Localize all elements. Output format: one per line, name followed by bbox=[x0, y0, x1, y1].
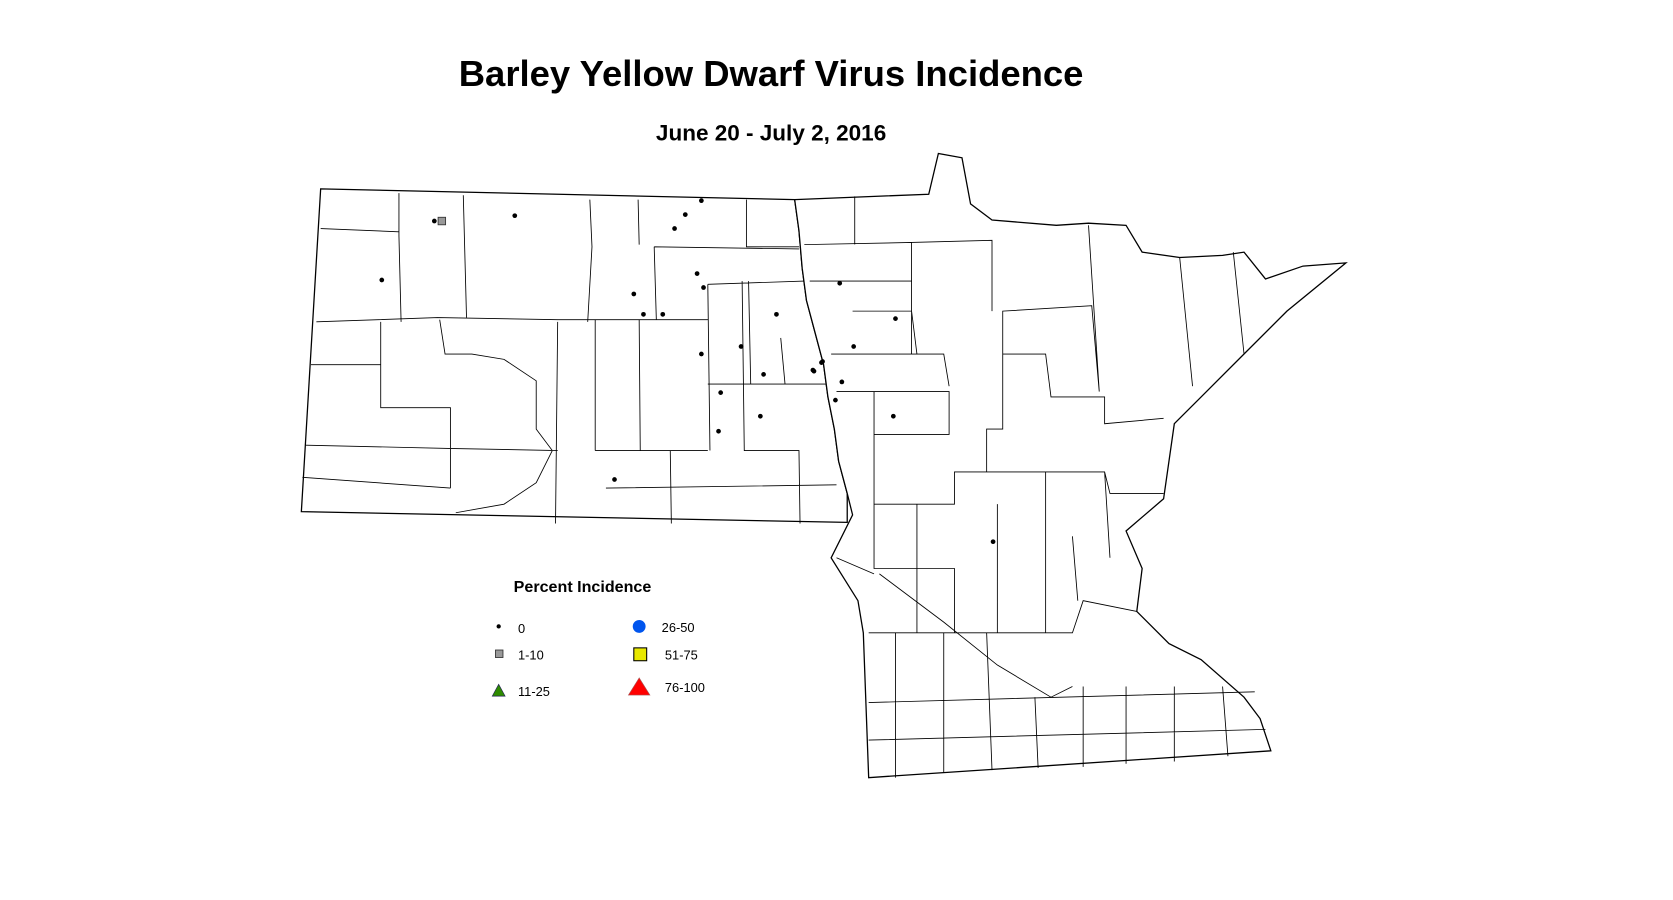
map-title: Barley Yellow Dwarf Virus Incidence bbox=[459, 53, 1084, 94]
legend-symbol-76-100 bbox=[627, 677, 651, 696]
point-0-percent bbox=[682, 212, 688, 217]
point-0-percent bbox=[660, 311, 666, 317]
legend-label-0: 0 bbox=[518, 621, 525, 636]
point-0-percent bbox=[833, 397, 838, 403]
legend-title: Percent Incidence bbox=[514, 578, 652, 596]
point-0-percent bbox=[820, 359, 825, 364]
point-0-percent bbox=[990, 539, 996, 545]
point-0-percent bbox=[701, 285, 706, 290]
legend-symbol-0 bbox=[496, 624, 501, 629]
point-0-percent bbox=[837, 280, 843, 286]
point-0-percent bbox=[851, 344, 857, 349]
point-0-percent bbox=[893, 316, 898, 321]
legend-label-1-10: 1-10 bbox=[518, 648, 544, 663]
point-0-percent bbox=[761, 372, 766, 377]
point-0-percent bbox=[774, 311, 779, 317]
observation-points bbox=[379, 198, 996, 545]
point-0-percent bbox=[631, 291, 637, 297]
point-0-percent bbox=[612, 477, 617, 482]
point-0-percent bbox=[512, 213, 518, 219]
point-0-percent bbox=[694, 271, 700, 276]
legend: Percent Incidence 0 1-10 11-25 26-50 51-… bbox=[491, 578, 705, 699]
legend-symbol-51-75 bbox=[633, 647, 648, 662]
legend-label-76-100: 76-100 bbox=[665, 680, 705, 695]
legend-symbol-26-50 bbox=[632, 619, 646, 633]
point-0-percent bbox=[716, 428, 721, 434]
legend-label-11-25: 11-25 bbox=[518, 684, 550, 699]
legend-label-26-50: 26-50 bbox=[662, 620, 695, 635]
point-0-percent bbox=[641, 311, 646, 317]
north-dakota bbox=[300, 188, 848, 524]
point-0-percent bbox=[379, 277, 385, 283]
point-0-percent bbox=[431, 218, 437, 224]
point-0-percent bbox=[718, 390, 724, 395]
point-1-10-percent bbox=[437, 216, 447, 226]
legend-label-51-75: 51-75 bbox=[665, 648, 698, 663]
point-0-percent bbox=[839, 379, 845, 385]
legend-symbol-1-10 bbox=[495, 649, 504, 658]
minnesota bbox=[793, 152, 1348, 779]
point-0-percent bbox=[890, 413, 896, 419]
point-0-percent bbox=[757, 413, 763, 419]
point-0-percent bbox=[810, 367, 816, 373]
legend-symbol-11-25 bbox=[491, 683, 506, 697]
point-0-percent bbox=[672, 226, 677, 231]
point-0-percent bbox=[699, 351, 704, 357]
point-0-percent bbox=[699, 198, 704, 204]
point-0-percent bbox=[738, 344, 744, 349]
map-subtitle: June 20 - July 2, 2016 bbox=[656, 121, 886, 146]
